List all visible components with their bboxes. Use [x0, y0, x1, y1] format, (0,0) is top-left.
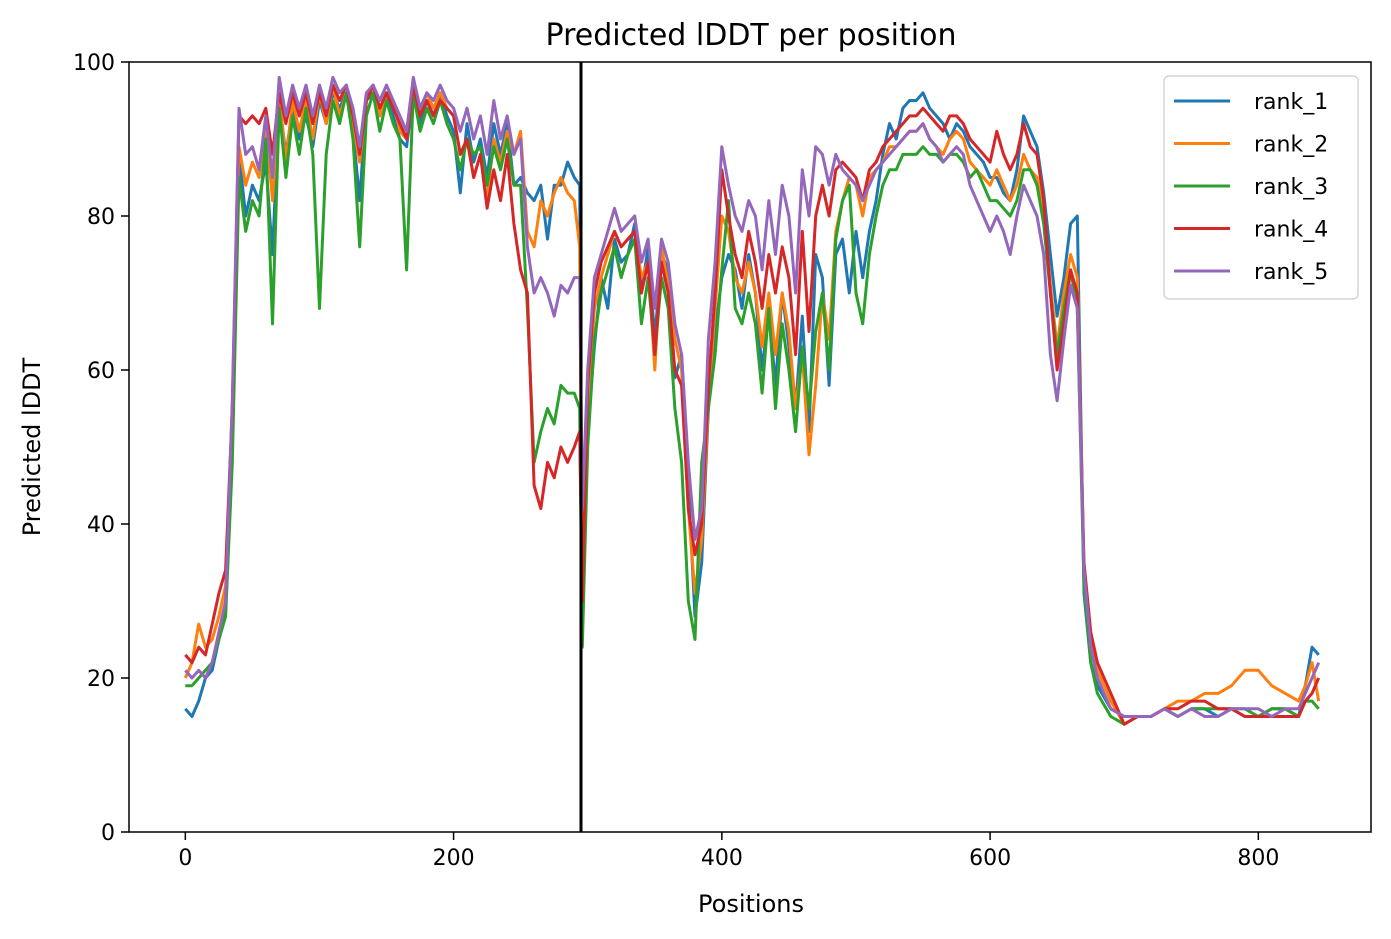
series-line-rank-5 — [184, 75, 1321, 718]
x-tick-label: 600 — [969, 846, 1011, 871]
chart-title: Predicted lDDT per position — [546, 18, 957, 53]
x-axis: 0 200 400 600 800 — [178, 832, 1279, 871]
y-axis-label: Predicted lDDT — [18, 357, 46, 536]
legend: rank_1 rank_2 rank_3 rank_4 rank_5 — [1163, 75, 1359, 300]
x-tick-label: 400 — [701, 846, 743, 871]
y-tick-label: 40 — [87, 513, 115, 538]
x-axis-label: Positions — [698, 890, 804, 918]
y-axis: 0 20 40 60 80 100 — [73, 51, 129, 846]
y-tick-label: 100 — [73, 51, 115, 76]
legend-label: rank_2 — [1254, 133, 1328, 158]
x-tick-label: 200 — [433, 846, 475, 871]
y-tick-label: 80 — [87, 205, 115, 230]
legend-label: rank_4 — [1254, 218, 1328, 243]
y-tick-label: 60 — [87, 359, 115, 384]
legend-label: rank_3 — [1254, 175, 1328, 200]
legend-label: rank_5 — [1254, 260, 1328, 285]
series-line-rank-4 — [184, 83, 1321, 726]
y-tick-label: 0 — [101, 821, 115, 846]
legend-box — [1163, 75, 1359, 300]
legend-label: rank_1 — [1254, 90, 1328, 115]
y-tick-label: 20 — [87, 667, 115, 692]
x-tick-label: 0 — [178, 846, 192, 871]
series-layer — [183, 75, 1321, 726]
x-tick-label: 800 — [1237, 846, 1279, 871]
plot-frame — [128, 61, 1372, 833]
